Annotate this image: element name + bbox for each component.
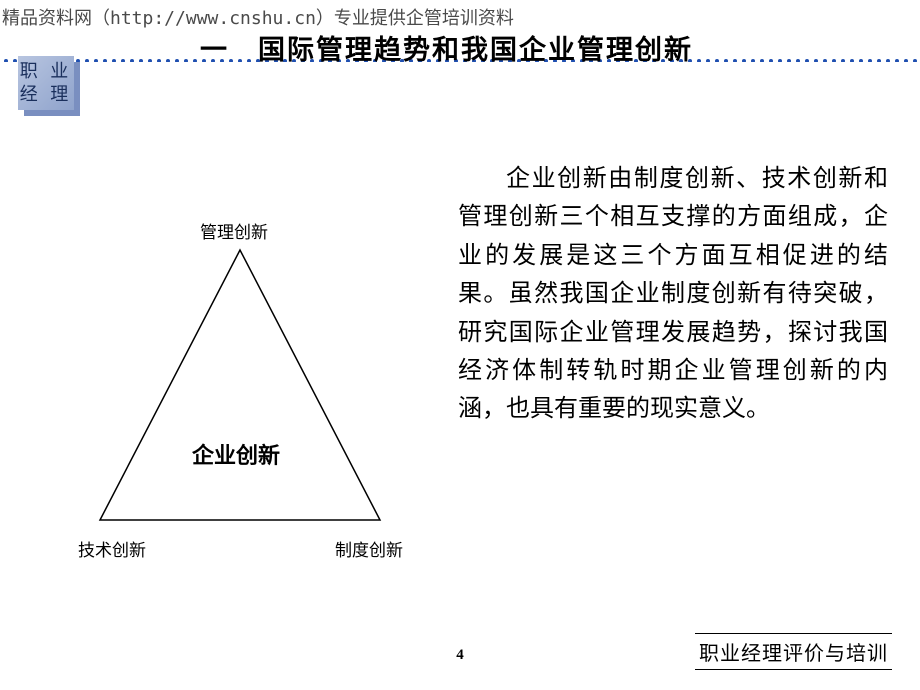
triangle-label-top: 管理创新: [200, 218, 268, 243]
slide-title-text: 一 国际管理趋势和我国企业管理创新: [200, 35, 693, 65]
triangle-label-bottom-right: 制度创新: [335, 536, 403, 561]
badge-front: 职 业 经 理: [18, 56, 74, 110]
watermark-content: 精品资料网（http://www.cnshu.cn）专业提供企管培训资料: [2, 8, 514, 29]
triangle-label-center: 企业创新: [192, 438, 280, 470]
body-paragraph: 企业创新由制度创新、技术创新和管理创新三个相互支撑的方面组成，企业的发展是这三个…: [458, 160, 888, 429]
body-paragraph-text: 企业创新由制度创新、技术创新和管理创新三个相互支撑的方面组成，企业的发展是这三个…: [458, 166, 888, 422]
footer-label-text: 职业经理评价与培训: [699, 643, 888, 665]
triangle-label-bottom-left: 技术创新: [78, 536, 146, 561]
triangle-diagram: 管理创新 企业创新 技术创新 制度创新: [60, 200, 420, 580]
footer-label: 职业经理评价与培训: [695, 633, 892, 670]
triangle-shape: [60, 200, 420, 560]
watermark-text: 精品资料网（http://www.cnshu.cn）专业提供企管培训资料: [2, 4, 514, 30]
page-number-text: 4: [456, 647, 464, 663]
badge-line1: 职 业: [20, 60, 73, 83]
badge-box: 职 业 经 理: [18, 56, 80, 116]
badge-line2: 经 理: [20, 83, 73, 106]
page-number: 4: [456, 647, 464, 664]
slide-title: 一 国际管理趋势和我国企业管理创新: [200, 28, 693, 67]
